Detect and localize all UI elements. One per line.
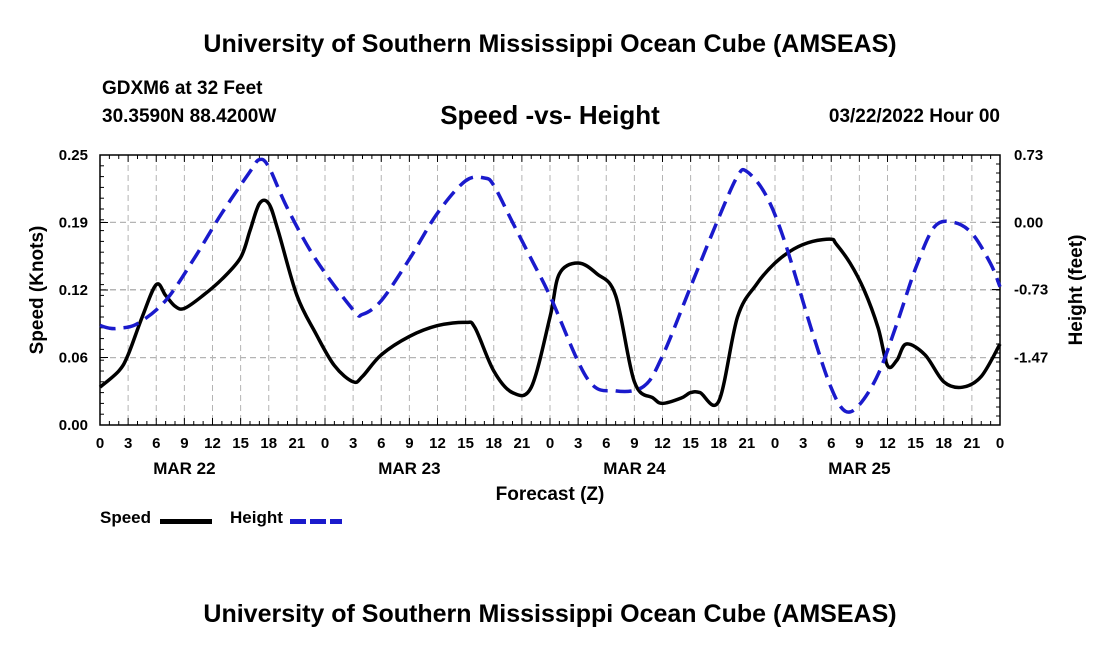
date-label: MAR 24 xyxy=(603,459,666,478)
x-tick-label: 12 xyxy=(204,435,221,452)
x-tick-label: 18 xyxy=(935,435,952,452)
legend-height-label: Height xyxy=(230,508,283,527)
chart-title: University of Southern Mississippi Ocean… xyxy=(203,30,897,58)
x-tick-label: 9 xyxy=(855,435,863,452)
y-axis-label: Speed (Knots) xyxy=(27,226,48,355)
y-tick-label: 0.12 xyxy=(59,282,88,299)
x-tick-label: 21 xyxy=(289,435,306,452)
x-tick-label: 18 xyxy=(710,435,727,452)
x-axis-label: Forecast (Z) xyxy=(496,484,605,505)
x-tick-label: 6 xyxy=(602,435,610,452)
x-tick-label: 0 xyxy=(771,435,779,452)
y-tick-label: 0.25 xyxy=(59,147,88,164)
y2-tick-label: 0.73 xyxy=(1014,147,1043,164)
x-tick-label: 6 xyxy=(152,435,160,452)
x-tick-label: 21 xyxy=(964,435,981,452)
x-tick-label: 6 xyxy=(377,435,385,452)
series-line-height xyxy=(99,157,1002,414)
footer-title: University of Southern Mississippi Ocean… xyxy=(203,600,897,628)
coordinates-label: 30.3590N 88.4200W xyxy=(102,106,277,127)
y2-axis-label: Height (feet) xyxy=(1066,235,1087,346)
y2-tick-label: -1.47 xyxy=(1014,350,1048,367)
x-tick-label: 3 xyxy=(349,435,357,452)
x-tick-label: 21 xyxy=(514,435,531,452)
chart-subtitle: Speed -vs- Height xyxy=(440,100,660,130)
x-tick-label: 9 xyxy=(180,435,188,452)
y-tick-label: 0.06 xyxy=(59,350,88,367)
x-tick-label: 18 xyxy=(260,435,277,452)
x-tick-label: 12 xyxy=(429,435,446,452)
x-tick-label: 21 xyxy=(739,435,756,452)
y2-tick-label: -0.73 xyxy=(1014,282,1048,299)
x-tick-label: 9 xyxy=(405,435,413,452)
x-tick-label: 15 xyxy=(457,435,474,452)
x-tick-label: 6 xyxy=(827,435,835,452)
x-tick-label: 15 xyxy=(232,435,249,452)
x-tick-label: 0 xyxy=(546,435,554,452)
x-tick-label: 0 xyxy=(321,435,329,452)
x-tick-label: 3 xyxy=(799,435,807,452)
y-tick-label: 0.00 xyxy=(59,417,88,434)
x-tick-label: 12 xyxy=(654,435,671,452)
date-label: MAR 25 xyxy=(828,459,890,478)
legend-speed-swatch xyxy=(160,519,212,524)
date-label: MAR 22 xyxy=(153,459,215,478)
x-tick-label: 3 xyxy=(574,435,582,452)
y-tick-label: 0.19 xyxy=(59,215,88,232)
y2-tick-label: 0.00 xyxy=(1014,214,1043,231)
plot-frame xyxy=(99,154,1001,426)
x-tick-label: 0 xyxy=(996,435,1004,452)
station-label: GDXM6 at 32 Feet xyxy=(102,78,263,99)
x-tick-label: 15 xyxy=(682,435,699,452)
date-label: MAR 23 xyxy=(378,459,440,478)
x-tick-label: 0 xyxy=(96,435,104,452)
series-line-speed xyxy=(98,198,1002,408)
forecast-datetime: 03/22/2022 Hour 00 xyxy=(828,106,1000,127)
legend-height-swatch xyxy=(290,519,342,524)
x-tick-label: 18 xyxy=(485,435,502,452)
legend-speed-label: Speed xyxy=(100,508,152,527)
x-tick-label: 15 xyxy=(907,435,924,452)
x-tick-label: 3 xyxy=(124,435,132,452)
x-tick-label: 12 xyxy=(879,435,896,452)
x-tick-label: 9 xyxy=(630,435,638,452)
